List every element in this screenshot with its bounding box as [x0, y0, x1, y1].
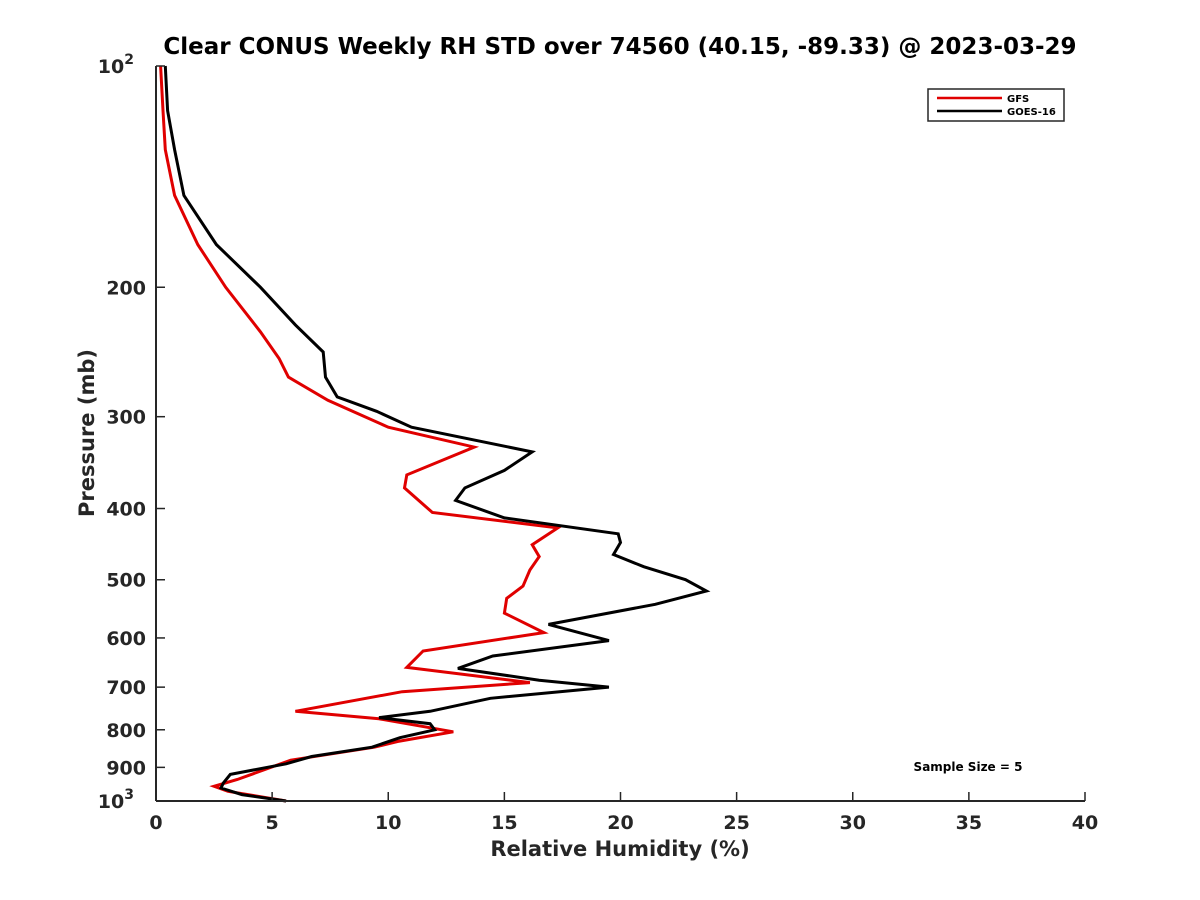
y-tick-label: 500	[106, 570, 146, 592]
series-line-goes-16	[163, 65, 711, 803]
plot-area	[159, 65, 711, 803]
y-tick-label: 102	[98, 52, 134, 78]
legend-label-goes16: GOES-16	[1007, 107, 1056, 118]
x-tick-label: 15	[491, 812, 517, 834]
x-tick-label: 0	[149, 812, 162, 834]
y-tick-label: 400	[106, 499, 146, 521]
series-line-gfs	[159, 65, 563, 803]
legend: GFS GOES-16	[927, 88, 1065, 122]
y-tick-label: 200	[106, 277, 146, 299]
x-tick-label: 25	[723, 812, 749, 834]
y-tick-label: 600	[106, 628, 146, 650]
legend-label-gfs: GFS	[1007, 94, 1029, 105]
sample-size-annotation: Sample Size = 5	[914, 760, 1023, 774]
x-axis-label: Relative Humidity (%)	[490, 837, 749, 861]
y-tick-label: 700	[106, 677, 146, 699]
x-tick-label: 5	[266, 812, 279, 834]
x-tick-label: 30	[840, 812, 866, 834]
y-tick-label: 900	[106, 757, 146, 779]
legend-box	[927, 88, 1065, 122]
x-ticks: 0 5 10 15 20 25 30 35 40	[149, 792, 1098, 834]
chart-title: Clear CONUS Weekly RH STD over 74560 (40…	[163, 34, 1076, 60]
y-tick-label: 800	[106, 720, 146, 742]
y-ticks: 102 200 300 400 500 600 700 800 900 103	[98, 52, 165, 813]
x-tick-label: 10	[375, 812, 401, 834]
y-tick-label: 300	[106, 407, 146, 429]
x-tick-label: 35	[956, 812, 982, 834]
axes	[155, 66, 1085, 802]
x-tick-label: 40	[1072, 812, 1098, 834]
y-axis-label: Pressure (mb)	[75, 349, 99, 517]
y-tick-label: 103	[98, 787, 134, 813]
x-tick-label: 20	[607, 812, 633, 834]
